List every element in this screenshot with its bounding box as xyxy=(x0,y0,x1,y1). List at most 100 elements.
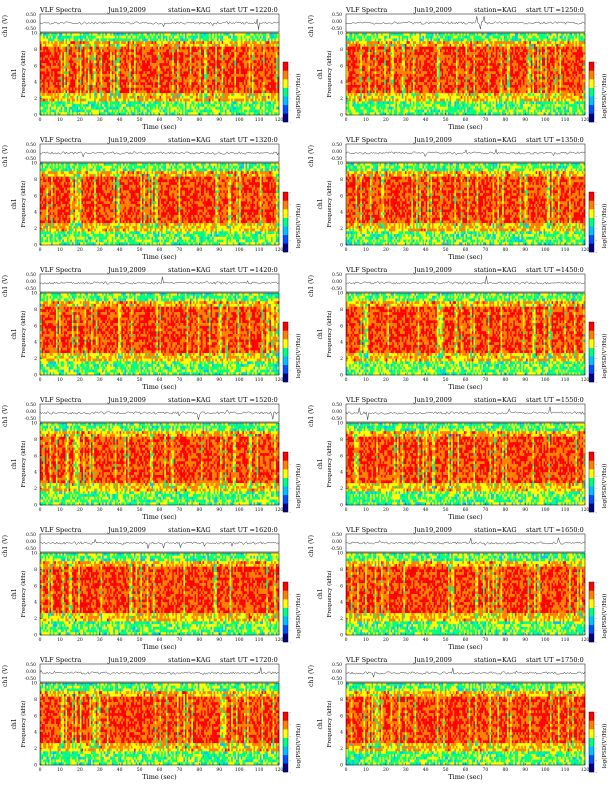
x-tick-label: 20 xyxy=(383,377,389,383)
y-tick-label: 4 xyxy=(340,340,343,346)
y-axis-sublabel: Frequency (kHz) xyxy=(20,311,27,358)
x-tick-label: 70 xyxy=(177,507,183,513)
colorbar-swatch xyxy=(283,460,288,470)
y-axis-label: ch1 xyxy=(317,328,324,339)
panel-title: VLF Spectra xyxy=(345,6,387,14)
x-tick-label: 100 xyxy=(235,637,244,643)
waveform-trace xyxy=(39,151,279,158)
spectrogram-panel: VLF Spectra Jun19,2009 station=KAG start UT… xyxy=(0,654,306,786)
x-tick-label: 120 xyxy=(581,767,590,773)
x-tick-label: 60 xyxy=(157,637,163,643)
colorbar-frame xyxy=(282,61,289,123)
ch-tick-label: 0.00 xyxy=(332,409,342,415)
colorbar-tick-label: - xyxy=(596,486,598,491)
colorbar-tick-label: - xyxy=(290,320,292,325)
y-tick-label: 6 xyxy=(34,323,37,329)
colorbar-swatch xyxy=(589,590,594,600)
colorbar-swatch xyxy=(283,503,288,513)
colorbar-swatch xyxy=(589,633,594,643)
x-tick-label: 110 xyxy=(255,507,264,513)
y-tick-label: 2 xyxy=(340,616,343,622)
ch-tick-label: 0.50 xyxy=(26,532,36,538)
colorbar-swatch xyxy=(283,330,288,340)
colorbar-tick-label: - xyxy=(290,202,292,207)
panel-title: VLF Spectra xyxy=(345,136,387,144)
panel-station: station=KAG xyxy=(474,656,517,664)
ch-tick-label: -0.50 xyxy=(330,676,342,682)
x-tick-label: 120 xyxy=(581,117,590,123)
panel-start-time: start UT =1420:0 xyxy=(220,266,278,274)
colorbar-tick-label: - xyxy=(290,758,292,763)
x-tick-label: 120 xyxy=(275,117,284,123)
colorbar-tick-label: - xyxy=(596,380,598,385)
colorbar-swatch xyxy=(589,96,594,106)
x-tick-label: 80 xyxy=(502,767,508,773)
ch-tick-label: 0.50 xyxy=(332,272,342,278)
y-tick-label: 8 xyxy=(340,437,343,443)
waveform-trace xyxy=(39,409,279,420)
colorbar-tick-label: - xyxy=(290,580,292,585)
x-tick-label: 0 xyxy=(39,377,42,383)
colorbar-tick-label: - xyxy=(290,190,292,195)
y-tick-label: 6 xyxy=(340,63,343,69)
colorbar-tick-label: - xyxy=(596,60,598,65)
ch-tick-label: 0.00 xyxy=(332,19,342,25)
ch-tick-label: 0.00 xyxy=(332,669,342,675)
y-axis-sublabel: Frequency (kHz) xyxy=(326,701,333,748)
y-axis-label: ch1 xyxy=(317,718,324,729)
x-tick-label: 110 xyxy=(255,247,264,253)
colorbar-swatch xyxy=(589,486,594,496)
waveform-trace xyxy=(39,276,279,285)
spectrogram-cells xyxy=(346,423,586,506)
y-tick-label: 4 xyxy=(34,600,37,606)
x-tick-label: 20 xyxy=(77,377,83,383)
x-tick-label: 40 xyxy=(117,117,123,123)
colorbar-swatch xyxy=(283,347,288,357)
panel-title: VLF Spectra xyxy=(345,266,387,274)
x-tick-label: 50 xyxy=(137,117,143,123)
x-tick-label: 20 xyxy=(383,507,389,513)
x-tick-label: 80 xyxy=(196,117,202,123)
x-axis-label: Time (sec) xyxy=(142,123,177,131)
waveform-trace xyxy=(40,538,279,549)
spectrogram-svg: VLF Spectra Jun19,2009 station=KAG start UT… xyxy=(2,6,302,131)
colorbar-swatch xyxy=(589,624,594,634)
spectrogram-svg: VLF Spectra Jun19,2009 station=KAG start UT… xyxy=(308,396,608,521)
x-tick-label: 0 xyxy=(345,377,348,383)
y-tick-label: 10 xyxy=(31,161,37,167)
x-tick-label: 0 xyxy=(345,117,348,123)
y-tick-label: 2 xyxy=(34,356,37,362)
waveform-frame xyxy=(345,533,586,553)
panel-start-time: start UT =1320:0 xyxy=(220,136,278,144)
colorbar xyxy=(283,322,288,383)
y-axis-label: ch1 xyxy=(11,458,18,469)
y-tick-label: 6 xyxy=(340,323,343,329)
y-tick-label: 4 xyxy=(340,600,343,606)
x-tick-label: 50 xyxy=(443,767,449,773)
colorbar-tick-label: - xyxy=(596,450,598,455)
spectrogram-panel: VLF Spectra Jun19,2009 station=KAG start UT… xyxy=(0,264,306,396)
x-tick-label: 80 xyxy=(196,637,202,643)
colorbar-swatch xyxy=(283,243,288,253)
x-tick-label: 120 xyxy=(275,377,284,383)
x-tick-label: 20 xyxy=(77,637,83,643)
colorbar-swatch xyxy=(283,192,288,201)
x-tick-label: 60 xyxy=(157,247,163,253)
colorbar-swatch xyxy=(283,70,288,80)
colorbar-tick-label: - xyxy=(596,250,598,255)
x-tick-label: 110 xyxy=(255,767,264,773)
ch-axis-label: ch1 (V) xyxy=(308,145,315,167)
x-axis-label: Time (sec) xyxy=(448,513,483,521)
x-tick-label: 80 xyxy=(196,247,202,253)
colorbar-tick-label: - xyxy=(290,770,292,775)
y-tick-label: 4 xyxy=(340,470,343,476)
colorbar-swatch xyxy=(589,737,594,747)
ch-tick-label: 0.50 xyxy=(26,402,36,408)
colorbar-tick-label: - xyxy=(290,96,292,101)
spectrogram-svg: VLF Spectra Jun19,2009 station=KAG start UT… xyxy=(308,526,608,651)
colorbar-tick-label: - xyxy=(290,450,292,455)
y-tick-label: 4 xyxy=(34,80,37,86)
colorbar-swatch xyxy=(589,70,594,80)
x-tick-label: 50 xyxy=(443,637,449,643)
x-tick-label: 0 xyxy=(345,247,348,253)
